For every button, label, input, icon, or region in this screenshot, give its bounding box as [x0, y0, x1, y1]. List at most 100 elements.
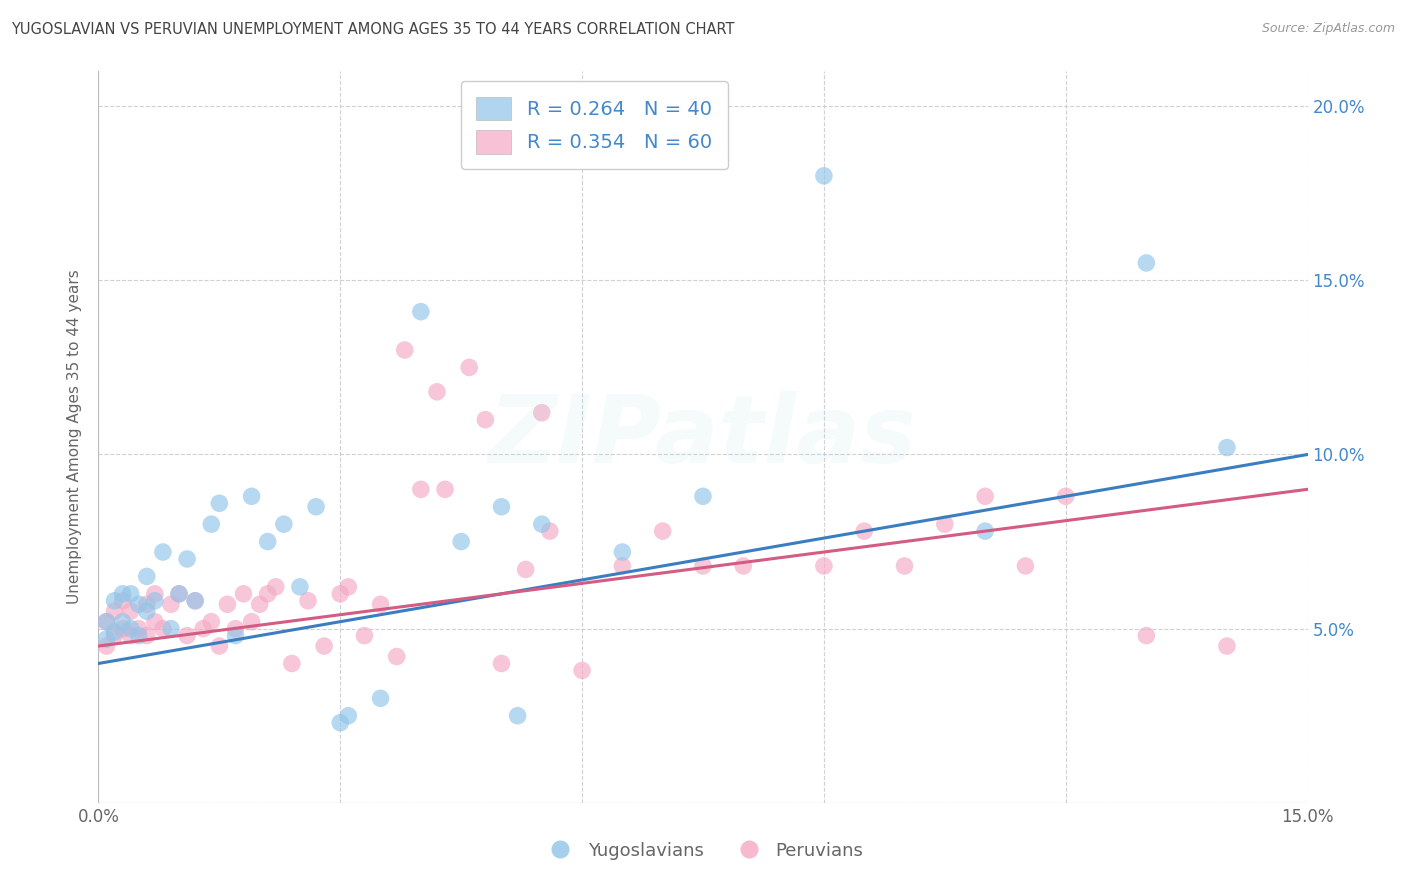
Point	[176, 629, 198, 643]
Point	[692, 558, 714, 573]
Point	[256, 587, 278, 601]
Point	[256, 534, 278, 549]
Point	[200, 615, 222, 629]
Point	[120, 604, 142, 618]
Point	[385, 649, 408, 664]
Point	[370, 597, 392, 611]
Point	[1135, 629, 1157, 643]
Point	[530, 517, 553, 532]
Point	[297, 594, 319, 608]
Point	[224, 629, 246, 643]
Point	[249, 597, 271, 611]
Text: Source: ZipAtlas.com: Source: ZipAtlas.com	[1261, 22, 1395, 36]
Point	[135, 629, 157, 643]
Point	[152, 545, 174, 559]
Point	[96, 615, 118, 629]
Point	[240, 615, 263, 629]
Point	[974, 489, 997, 503]
Point	[128, 597, 150, 611]
Point	[120, 587, 142, 601]
Point	[96, 615, 118, 629]
Point	[458, 360, 481, 375]
Point	[152, 622, 174, 636]
Point	[934, 517, 956, 532]
Point	[288, 580, 311, 594]
Point	[143, 587, 166, 601]
Point	[612, 545, 634, 559]
Point	[224, 622, 246, 636]
Point	[232, 587, 254, 601]
Point	[143, 594, 166, 608]
Point	[200, 517, 222, 532]
Point	[103, 594, 125, 608]
Point	[370, 691, 392, 706]
Point	[329, 715, 352, 730]
Text: ZIPatlas: ZIPatlas	[489, 391, 917, 483]
Point	[813, 558, 835, 573]
Point	[120, 622, 142, 636]
Point	[409, 483, 432, 497]
Point	[813, 169, 835, 183]
Point	[337, 708, 360, 723]
Point	[1135, 256, 1157, 270]
Point	[167, 587, 190, 601]
Point	[208, 639, 231, 653]
Point	[217, 597, 239, 611]
Point	[167, 587, 190, 601]
Point	[692, 489, 714, 503]
Point	[538, 524, 561, 538]
Point	[571, 664, 593, 678]
Point	[96, 639, 118, 653]
Point	[176, 552, 198, 566]
Point	[184, 594, 207, 608]
Point	[329, 587, 352, 601]
Point	[506, 708, 529, 723]
Point	[128, 629, 150, 643]
Text: YUGOSLAVIAN VS PERUVIAN UNEMPLOYMENT AMONG AGES 35 TO 44 YEARS CORRELATION CHART: YUGOSLAVIAN VS PERUVIAN UNEMPLOYMENT AMO…	[11, 22, 735, 37]
Point	[491, 657, 513, 671]
Point	[103, 625, 125, 640]
Point	[450, 534, 472, 549]
Point	[103, 604, 125, 618]
Point	[111, 587, 134, 601]
Y-axis label: Unemployment Among Ages 35 to 44 years: Unemployment Among Ages 35 to 44 years	[67, 269, 83, 605]
Point	[491, 500, 513, 514]
Point	[193, 622, 215, 636]
Point	[135, 604, 157, 618]
Point	[103, 629, 125, 643]
Point	[128, 622, 150, 636]
Point	[208, 496, 231, 510]
Point	[426, 384, 449, 399]
Point	[434, 483, 457, 497]
Point	[474, 412, 496, 426]
Point	[974, 524, 997, 538]
Point	[353, 629, 375, 643]
Legend: Yugoslavians, Peruvians: Yugoslavians, Peruvians	[536, 835, 870, 867]
Point	[1216, 441, 1239, 455]
Point	[1054, 489, 1077, 503]
Point	[530, 406, 553, 420]
Point	[515, 562, 537, 576]
Point	[1216, 639, 1239, 653]
Point	[409, 304, 432, 318]
Point	[853, 524, 876, 538]
Point	[160, 597, 183, 611]
Point	[240, 489, 263, 503]
Point	[135, 597, 157, 611]
Point	[733, 558, 755, 573]
Point	[394, 343, 416, 357]
Point	[281, 657, 304, 671]
Point	[135, 569, 157, 583]
Point	[111, 615, 134, 629]
Point	[612, 558, 634, 573]
Point	[111, 622, 134, 636]
Point	[111, 594, 134, 608]
Point	[337, 580, 360, 594]
Point	[184, 594, 207, 608]
Point	[273, 517, 295, 532]
Point	[314, 639, 336, 653]
Point	[96, 632, 118, 646]
Point	[143, 615, 166, 629]
Point	[1014, 558, 1036, 573]
Point	[651, 524, 673, 538]
